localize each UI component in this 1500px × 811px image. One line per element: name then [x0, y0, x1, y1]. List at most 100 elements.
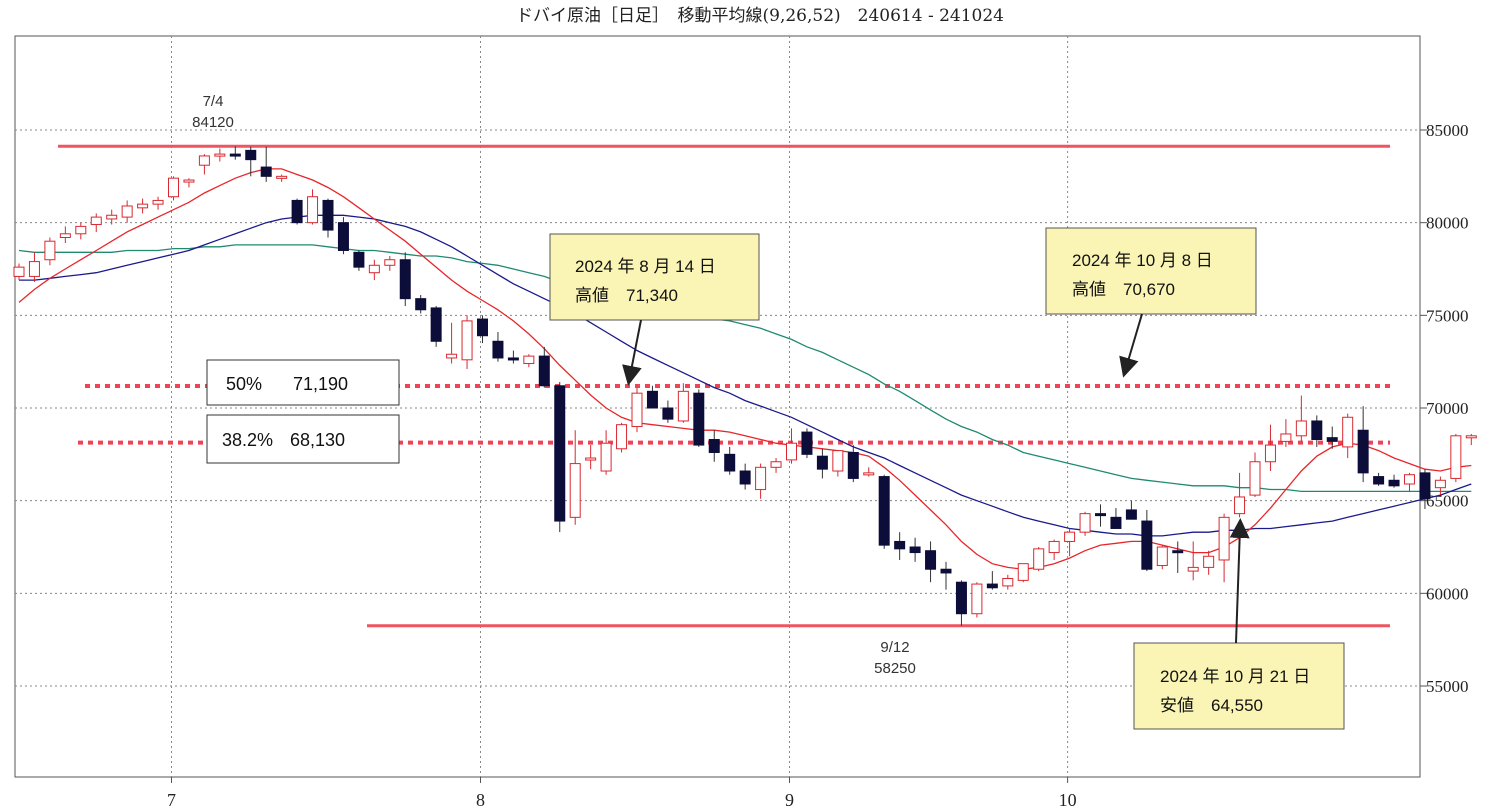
candle-61 [955, 580, 967, 626]
candle-body-17 [276, 175, 288, 179]
candle-8 [137, 198, 149, 214]
candle-38 [600, 430, 612, 475]
candle-body-72 [1125, 509, 1137, 520]
candle-30 [477, 315, 488, 344]
candle-64 [1002, 574, 1014, 590]
candle-65 [1017, 563, 1029, 583]
candle-body-65 [1017, 563, 1029, 581]
candle-body-74 [1156, 546, 1168, 567]
candle-body-18 [291, 199, 303, 224]
x-axis-ticks: 7 8 9 10 [167, 777, 1077, 810]
candle-17 [276, 174, 288, 182]
candle-66 [1033, 547, 1045, 572]
candle-73 [1141, 509, 1153, 572]
candle-body-79 [1234, 496, 1246, 515]
fib50-label-box: 50% 71,190 [206, 359, 400, 406]
candle-94 [1465, 433, 1477, 446]
candle-26 [415, 294, 427, 314]
candle-body-60 [940, 568, 952, 574]
candle-12 [198, 154, 210, 175]
candle-52 [816, 448, 828, 479]
candle-4 [75, 222, 87, 240]
candle-body-82 [1280, 433, 1292, 442]
candle-body-47 [739, 470, 751, 485]
candle-body-50 [786, 442, 797, 461]
candle-body-19 [307, 196, 319, 224]
candle-body-22 [353, 251, 365, 268]
candle-body-12 [198, 155, 210, 166]
candle-13 [214, 148, 226, 162]
candle-body-90 [1404, 474, 1415, 485]
candle-body-25 [399, 259, 411, 300]
candle-body-37 [585, 457, 597, 461]
y-tick-label-3: 70000 [1426, 399, 1469, 418]
candle-body-62 [971, 583, 983, 615]
callout-aug14: 2024 年 8 月 14 日 高値 71,340 [549, 233, 760, 321]
y-tick-label-5: 80000 [1426, 214, 1469, 233]
candle-body-64 [1002, 578, 1014, 587]
candle-70 [1095, 504, 1106, 527]
candle-body-40 [631, 392, 643, 428]
candle-body-53 [832, 450, 844, 472]
candle-53 [832, 450, 844, 477]
candle-body-26 [415, 298, 427, 311]
candle-9 [152, 196, 164, 210]
candle-50 [786, 428, 797, 464]
candle-body-20 [322, 199, 334, 231]
candle-body-80 [1249, 461, 1261, 496]
high-point-date: 7/4 [203, 93, 224, 110]
candle-body-59 [925, 550, 937, 570]
candle-62 [971, 582, 983, 618]
y-tick-label-1: 60000 [1426, 584, 1469, 603]
candle-body-38 [600, 442, 612, 472]
candle-body-63 [986, 583, 998, 589]
candle-body-56 [878, 476, 890, 546]
level-lines [58, 144, 1390, 628]
candle-75 [1172, 541, 1184, 573]
candle-24 [384, 256, 396, 271]
candle-body-0 [13, 266, 25, 277]
candle-20 [322, 198, 334, 238]
candle-29 [461, 315, 473, 370]
candle-body-4 [75, 225, 87, 235]
candle-body-33 [523, 355, 535, 365]
candle-25 [399, 252, 411, 307]
candle-67 [1048, 539, 1060, 560]
candle-body-5 [90, 216, 102, 226]
fib50-pct: 50% [226, 374, 262, 394]
candle-body-15 [245, 149, 257, 161]
candle-19 [307, 189, 319, 225]
candle-body-3 [59, 233, 71, 238]
candle-body-88 [1373, 476, 1385, 485]
callout-oct8-date: 2024 年 10 月 8 日 [1072, 251, 1213, 270]
candle-35 [554, 382, 566, 533]
candle-1 [28, 252, 40, 282]
candle-body-34 [538, 355, 550, 387]
x-tick-label-2: 9 [785, 790, 794, 810]
candle-body-23 [368, 264, 380, 274]
candle-45 [708, 430, 720, 462]
candle-85 [1326, 426, 1338, 449]
candle-body-46 [724, 453, 736, 472]
candle-body-30 [477, 318, 488, 337]
x-tick-label-1: 8 [476, 790, 485, 810]
candle-21 [337, 217, 349, 255]
candle-body-61 [955, 581, 967, 615]
candle-16 [260, 146, 272, 182]
candle-74 [1156, 545, 1168, 570]
candle-3 [59, 226, 71, 244]
candle-body-71 [1110, 516, 1122, 529]
candle-body-87 [1357, 429, 1369, 474]
candle-body-24 [384, 259, 396, 266]
candle-body-78 [1218, 516, 1230, 561]
candle-92 [1434, 476, 1446, 496]
candle-body-94 [1465, 435, 1477, 439]
arrow-oct21 [1229, 518, 1250, 644]
candle-body-13 [214, 153, 226, 157]
candle-49 [770, 458, 782, 473]
candle-body-11 [183, 179, 195, 183]
fib50-value: 71,190 [293, 374, 348, 394]
x-tick-label-0: 7 [167, 790, 176, 810]
candle-54 [847, 445, 859, 483]
y-tick-label-6: 85000 [1426, 121, 1469, 140]
